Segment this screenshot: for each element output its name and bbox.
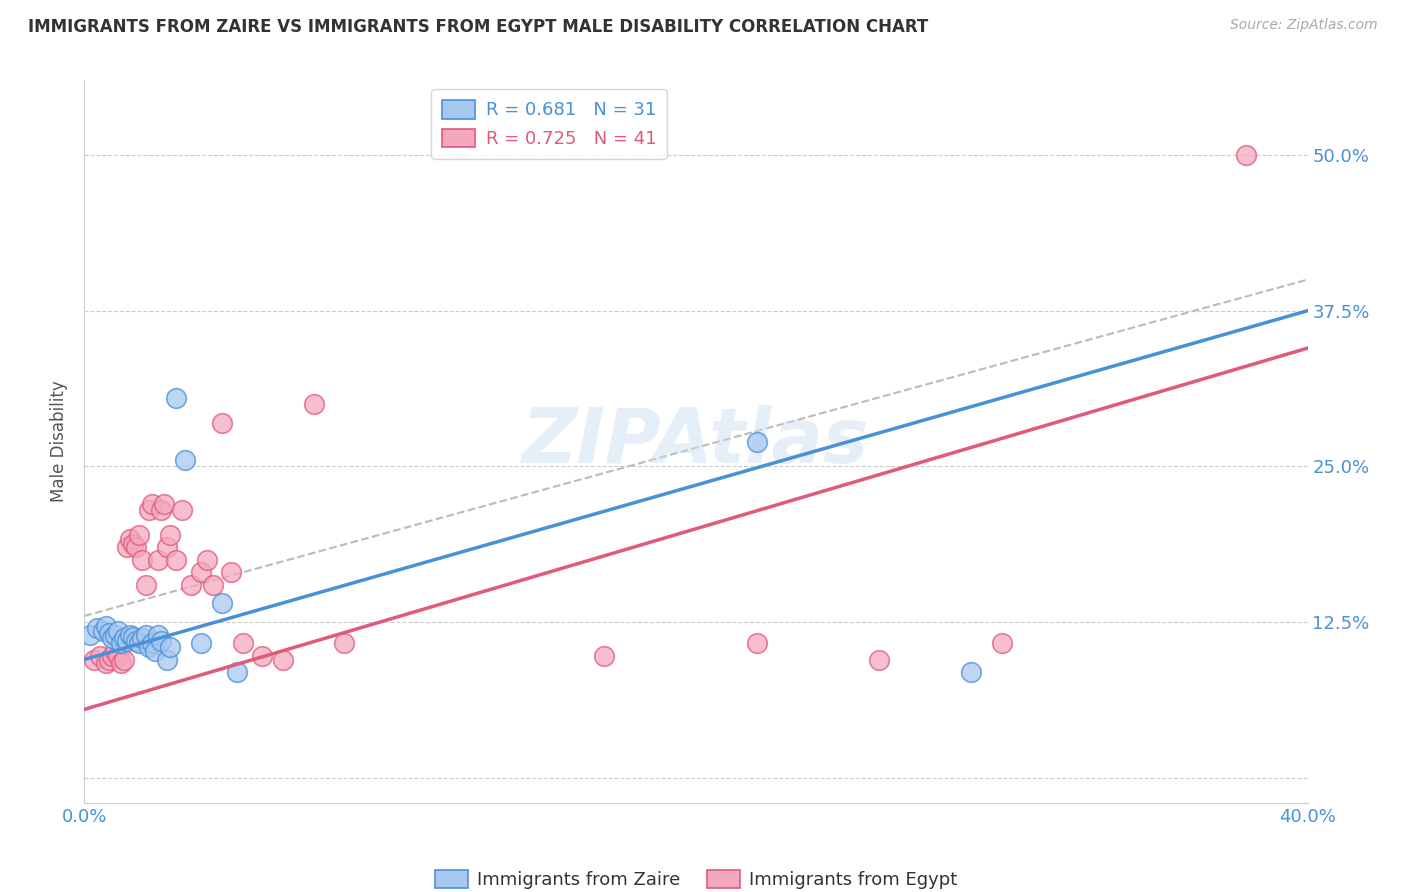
Point [593,648,616,663]
Point [991,636,1014,650]
Point [86,621,108,635]
Point [869,652,891,666]
Point [135,627,157,641]
Point [138,503,160,517]
Point [138,640,160,654]
Point [112,632,135,646]
Point [302,397,325,411]
Point [101,648,124,663]
Point [190,636,212,650]
Point [131,553,153,567]
Point [91,624,114,638]
Point [211,416,233,430]
Point [110,636,132,650]
Point [250,648,273,663]
Y-axis label: Male Disability: Male Disability [51,381,69,502]
Point [115,541,138,555]
Point [94,619,117,633]
Point [159,528,181,542]
Point [122,537,145,551]
Point [107,624,129,638]
Point [141,636,163,650]
Point [195,553,218,567]
Point [146,627,169,641]
Point [165,553,187,567]
Point [159,640,181,654]
Point [747,636,769,650]
Point [125,633,148,648]
Point [333,636,356,650]
Point [115,633,138,648]
Point [219,566,242,580]
Point [128,528,150,542]
Point [143,644,166,658]
Point [174,453,197,467]
Point [146,553,169,567]
Point [201,578,224,592]
Point [120,627,142,641]
Point [89,648,111,663]
Point [226,665,249,679]
Point [128,636,150,650]
Point [156,541,179,555]
Point [190,566,212,580]
Point [79,627,101,641]
Point [149,633,172,648]
Point [112,652,135,666]
Point [165,391,187,405]
Point [156,652,179,666]
Point [131,632,153,646]
Point [107,648,129,663]
Point [83,652,105,666]
Point [180,578,202,592]
Point [110,657,132,671]
Point [104,627,127,641]
Point [135,578,157,592]
Point [104,644,127,658]
Text: IMMIGRANTS FROM ZAIRE VS IMMIGRANTS FROM EGYPT MALE DISABILITY CORRELATION CHART: IMMIGRANTS FROM ZAIRE VS IMMIGRANTS FROM… [28,18,928,36]
Point [232,636,254,650]
Point [172,503,194,517]
Text: Source: ZipAtlas.com: Source: ZipAtlas.com [1230,18,1378,32]
Point [747,434,769,449]
Point [120,532,142,546]
Point [94,657,117,671]
Text: ZIPAtlas: ZIPAtlas [522,405,870,478]
Legend: Immigrants from Zaire, Immigrants from Egypt: Immigrants from Zaire, Immigrants from E… [427,863,965,892]
Point [141,497,163,511]
Point [101,632,124,646]
Point [97,626,120,640]
Point [1236,148,1258,162]
Point [960,665,983,679]
Point [125,541,148,555]
Point [153,497,176,511]
Point [122,630,145,644]
Point [211,597,233,611]
Point [271,652,294,666]
Point [149,503,172,517]
Point [97,652,120,666]
